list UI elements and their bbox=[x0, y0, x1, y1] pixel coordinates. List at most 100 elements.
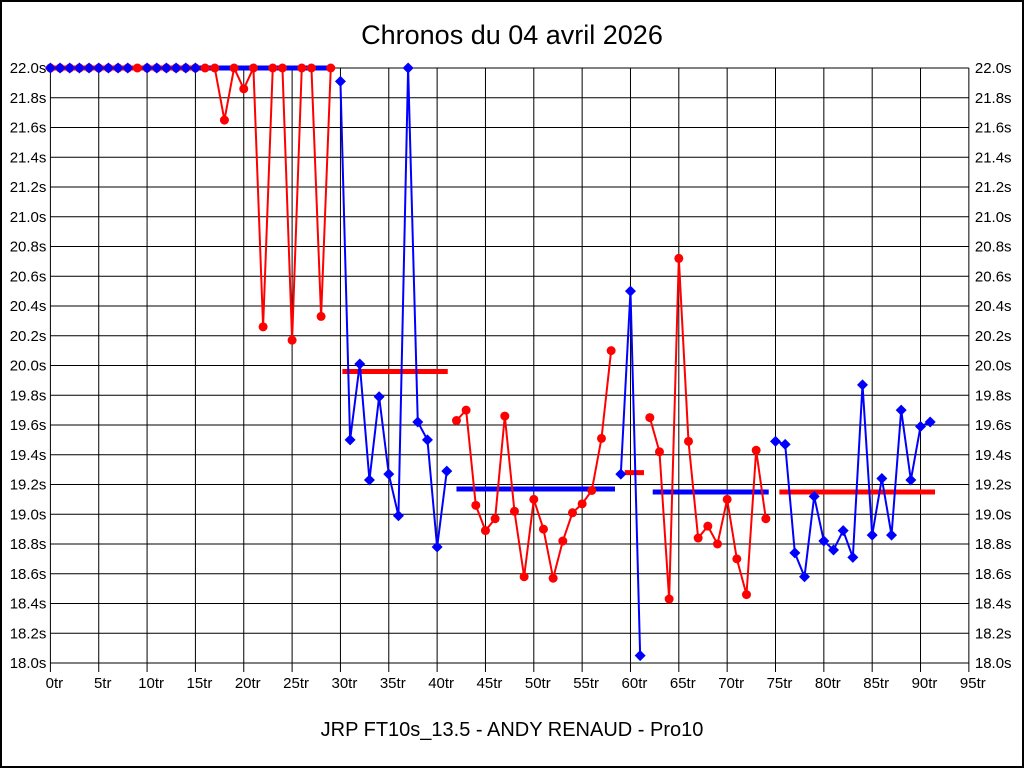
y-axis-tick-label-right: 21.6s bbox=[975, 120, 1012, 137]
red-laps-point bbox=[287, 335, 297, 345]
red-laps-point bbox=[277, 63, 287, 73]
y-axis-tick-label-right: 20.8s bbox=[975, 239, 1012, 256]
blue-laps-point bbox=[151, 62, 163, 74]
blue-laps-point bbox=[102, 62, 114, 74]
y-axis-tick-label-right: 21.2s bbox=[975, 179, 1012, 196]
x-axis-tick-label: 80tr bbox=[815, 675, 841, 692]
red-laps-point bbox=[596, 433, 606, 443]
blue-laps-point bbox=[905, 474, 917, 486]
x-axis-tick-label: 10tr bbox=[138, 675, 164, 692]
y-axis-tick-label-left: 18.2s bbox=[10, 625, 47, 642]
red-laps-point bbox=[229, 63, 239, 73]
red-laps-point bbox=[703, 521, 713, 531]
blue-laps-point bbox=[779, 438, 791, 450]
red-laps-point bbox=[219, 115, 229, 125]
y-axis-tick-label-left: 20.0s bbox=[10, 358, 47, 375]
y-axis-tick-label-right: 20.4s bbox=[975, 298, 1012, 315]
y-axis-tick-label-left: 18.4s bbox=[10, 596, 47, 613]
red-laps-point bbox=[587, 485, 597, 495]
blue-laps-point bbox=[170, 62, 182, 74]
blue-laps-point bbox=[141, 62, 153, 74]
y-axis-tick-label-right: 22.0s bbox=[975, 60, 1012, 77]
y-axis-tick-label-left: 21.8s bbox=[10, 90, 47, 107]
y-axis-tick-label-right: 18.2s bbox=[975, 625, 1012, 642]
red-laps-point bbox=[326, 63, 336, 73]
red-laps-point bbox=[461, 405, 471, 415]
blue-laps-point bbox=[122, 62, 134, 74]
red-laps-line bbox=[648, 258, 767, 600]
blue-laps-point bbox=[421, 434, 433, 446]
y-axis-tick-label-right: 21.4s bbox=[975, 149, 1012, 166]
blue-laps-point bbox=[64, 62, 76, 74]
blue-laps-point bbox=[402, 62, 414, 74]
blue-laps-point bbox=[383, 468, 395, 480]
red-laps-point bbox=[664, 594, 674, 604]
red-laps-point bbox=[538, 524, 548, 534]
red-laps-point bbox=[529, 494, 539, 504]
blue-laps-point bbox=[634, 650, 646, 662]
x-axis-tick-label: 20tr bbox=[235, 675, 261, 692]
blue-laps-point bbox=[770, 435, 781, 447]
x-axis-tick-label: 50tr bbox=[525, 675, 551, 692]
x-axis-tick-label: 65tr bbox=[670, 675, 696, 692]
red-laps-point bbox=[500, 411, 510, 421]
red-laps-point bbox=[567, 508, 577, 518]
y-axis-tick-label-right: 18.6s bbox=[975, 566, 1012, 583]
blue-laps-point bbox=[799, 571, 811, 583]
red-laps-point bbox=[712, 539, 722, 549]
blue-laps-point bbox=[895, 404, 907, 416]
blue-laps-point bbox=[847, 551, 859, 563]
blue-laps-point bbox=[180, 62, 192, 74]
red-laps-point bbox=[761, 514, 771, 524]
x-axis-tick-label: 30tr bbox=[332, 675, 358, 692]
blue-laps-point bbox=[344, 434, 356, 446]
x-axis-tick-label: 5tr bbox=[94, 675, 112, 692]
y-axis-tick-label-left: 20.2s bbox=[10, 328, 47, 345]
y-axis-tick-label-left: 18.0s bbox=[10, 655, 47, 672]
blue-laps-point bbox=[857, 379, 869, 391]
red-laps-point bbox=[316, 311, 326, 321]
red-laps-point bbox=[645, 413, 655, 423]
red-laps-point bbox=[490, 514, 500, 524]
red-laps-point bbox=[606, 346, 616, 356]
red-laps-point bbox=[722, 494, 732, 504]
blue-laps-point bbox=[915, 420, 927, 432]
x-axis-tick-label: 85tr bbox=[863, 675, 889, 692]
x-axis-tick-label: 75tr bbox=[767, 675, 793, 692]
red-laps-point bbox=[471, 500, 481, 510]
red-laps-point bbox=[519, 572, 529, 582]
red-laps-point bbox=[693, 533, 703, 543]
x-axis-tick-label: 90tr bbox=[912, 675, 938, 692]
blue-laps-point bbox=[189, 62, 201, 74]
y-axis-tick-label-left: 21.6s bbox=[10, 120, 47, 137]
blue-laps-point bbox=[808, 490, 820, 502]
x-axis-tick-label: 95tr bbox=[960, 675, 986, 692]
blue-laps-point bbox=[924, 416, 936, 428]
red-laps-point bbox=[297, 63, 307, 73]
x-axis-tick-label: 15tr bbox=[186, 675, 212, 692]
red-laps-point bbox=[558, 536, 568, 546]
chart-footer: JRP FT10s_13.5 - ANDY RENAUD - Pro10 bbox=[320, 719, 704, 741]
x-axis-tick-label: 60tr bbox=[622, 675, 648, 692]
blue-laps-point bbox=[334, 75, 346, 87]
red-laps-point bbox=[674, 253, 684, 263]
x-axis-tick-label: 70tr bbox=[718, 675, 744, 692]
y-axis-tick-label-left: 21.0s bbox=[10, 209, 47, 226]
red-laps-point bbox=[132, 63, 142, 73]
blue-laps-point bbox=[83, 62, 95, 74]
y-axis-tick-label-left: 19.2s bbox=[10, 477, 47, 494]
red-laps-point bbox=[248, 63, 258, 73]
y-axis-tick-label-right: 18.8s bbox=[975, 536, 1012, 553]
red-laps-point bbox=[210, 63, 220, 73]
y-axis-tick-label-left: 20.8s bbox=[10, 239, 47, 256]
red-laps-point bbox=[200, 63, 210, 73]
blue-laps-point bbox=[354, 358, 366, 370]
blue-laps-point bbox=[818, 535, 830, 547]
blue-laps-point bbox=[789, 547, 801, 559]
y-axis-tick-label-left: 22.0s bbox=[10, 60, 47, 77]
blue-laps-point bbox=[73, 62, 85, 74]
y-axis-tick-label-left: 19.0s bbox=[10, 506, 47, 523]
y-axis-tick-label-right: 20.2s bbox=[975, 328, 1012, 345]
